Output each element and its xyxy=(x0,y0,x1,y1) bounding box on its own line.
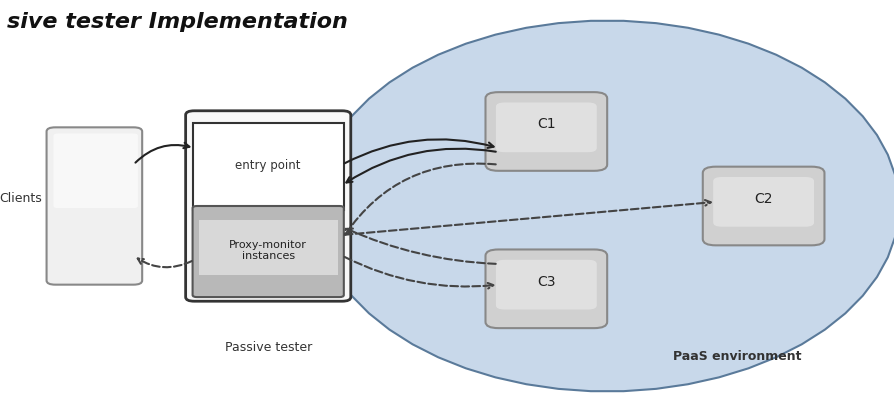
Text: C2: C2 xyxy=(755,191,773,205)
Text: Clients: Clients xyxy=(0,192,42,205)
FancyBboxPatch shape xyxy=(46,128,142,285)
FancyBboxPatch shape xyxy=(192,124,344,211)
Text: entry point: entry point xyxy=(235,159,301,172)
Text: PaaS environment: PaaS environment xyxy=(673,349,802,362)
FancyBboxPatch shape xyxy=(485,250,607,328)
Text: Passive tester: Passive tester xyxy=(224,340,312,354)
FancyBboxPatch shape xyxy=(496,260,597,310)
FancyBboxPatch shape xyxy=(54,134,138,209)
FancyBboxPatch shape xyxy=(485,93,607,171)
FancyBboxPatch shape xyxy=(198,220,338,275)
Text: C3: C3 xyxy=(537,274,555,288)
Polygon shape xyxy=(316,22,894,391)
FancyBboxPatch shape xyxy=(703,167,824,246)
Text: C1: C1 xyxy=(537,117,556,131)
FancyBboxPatch shape xyxy=(192,206,344,297)
Text: Proxy-monitor
instances: Proxy-monitor instances xyxy=(229,239,308,261)
FancyBboxPatch shape xyxy=(713,178,814,227)
FancyBboxPatch shape xyxy=(186,112,350,301)
Text: sive tester Implementation: sive tester Implementation xyxy=(7,12,349,32)
FancyBboxPatch shape xyxy=(496,103,597,153)
